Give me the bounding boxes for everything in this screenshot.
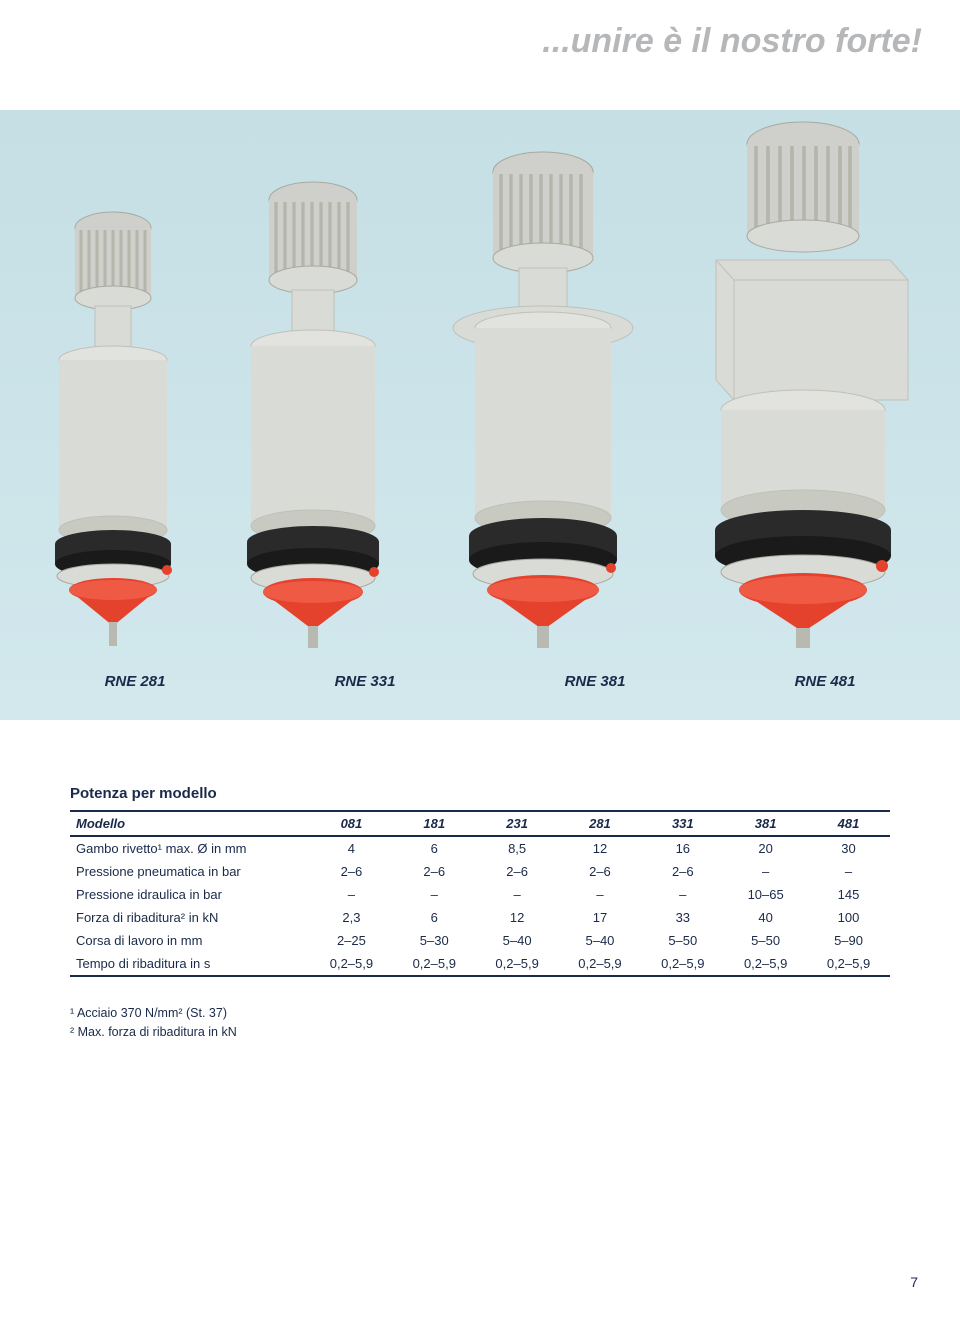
table-cell: 5–50	[641, 929, 724, 952]
product-rne281	[33, 210, 193, 650]
table-cell: 8,5	[476, 836, 559, 860]
table-cell: 5–50	[724, 929, 807, 952]
tagline: ...unire è il nostro forte!	[542, 22, 922, 61]
table-cell: 0,2–5,9	[310, 952, 393, 976]
table-cell: 2–6	[393, 860, 476, 883]
spec-table: Modello 081 181 231 281 331 381 481 Gamb…	[70, 810, 890, 977]
table-cell: 2–6	[559, 860, 642, 883]
product-labels: RNE 281 RNE 331 RNE 381 RNE 481	[0, 673, 960, 690]
table-cell: –	[559, 883, 642, 906]
table-row: Corsa di lavoro in mm2–255–305–405–405–5…	[70, 929, 890, 952]
table-cell: –	[310, 883, 393, 906]
header-cell: 231	[476, 811, 559, 836]
table-cell: 5–90	[807, 929, 890, 952]
header-cell: Modello	[70, 811, 310, 836]
table-cell: 5–40	[559, 929, 642, 952]
table-cell: 33	[641, 906, 724, 929]
table-cell: 0,2–5,9	[724, 952, 807, 976]
table-row: Pressione pneumatica in bar2–62–62–62–62…	[70, 860, 890, 883]
table-cell: 5–30	[393, 929, 476, 952]
table-cell: 6	[393, 836, 476, 860]
label-rne381: RNE 381	[495, 673, 695, 690]
table-cell: 20	[724, 836, 807, 860]
table-cell: 2,3	[310, 906, 393, 929]
footnotes: ¹ Acciaio 370 N/mm² (St. 37) ² Max. forz…	[70, 1004, 237, 1042]
table-cell: 2–25	[310, 929, 393, 952]
section-title: Potenza per modello	[70, 785, 217, 802]
table-cell: 17	[559, 906, 642, 929]
header-cell: 481	[807, 811, 890, 836]
table-cell: 40	[724, 906, 807, 929]
table-cell: 0,2–5,9	[641, 952, 724, 976]
table-cell: Corsa di lavoro in mm	[70, 929, 310, 952]
table-cell: 0,2–5,9	[559, 952, 642, 976]
table-cell: 16	[641, 836, 724, 860]
footnote-1: ¹ Acciaio 370 N/mm² (St. 37)	[70, 1004, 237, 1023]
table-cell: Gambo rivetto¹ max. Ø in mm	[70, 836, 310, 860]
table-cell: 12	[476, 906, 559, 929]
header-cell: 281	[559, 811, 642, 836]
product-rne481	[678, 120, 928, 650]
table-cell: Forza di ribaditura² in kN	[70, 906, 310, 929]
table-row: Pressione idraulica in bar–––––10–65145	[70, 883, 890, 906]
table-cell: Pressione pneumatica in bar	[70, 860, 310, 883]
table-cell: 0,2–5,9	[807, 952, 890, 976]
table-cell: 2–6	[476, 860, 559, 883]
table-cell: –	[724, 860, 807, 883]
table-cell: 5–40	[476, 929, 559, 952]
label-rne281: RNE 281	[35, 673, 235, 690]
table-cell: 10–65	[724, 883, 807, 906]
table-cell: 100	[807, 906, 890, 929]
table-cell: Pressione idraulica in bar	[70, 883, 310, 906]
table-cell: 30	[807, 836, 890, 860]
table-cell: –	[393, 883, 476, 906]
table-cell: Tempo di ribaditura in s	[70, 952, 310, 976]
table-cell: 2–6	[641, 860, 724, 883]
table-row: Tempo di ribaditura in s0,2–5,90,2–5,90,…	[70, 952, 890, 976]
product-rne381	[433, 150, 653, 650]
header-cell: 081	[310, 811, 393, 836]
table-cell: 0,2–5,9	[393, 952, 476, 976]
table-cell: 0,2–5,9	[476, 952, 559, 976]
header-cell: 181	[393, 811, 476, 836]
table-cell: –	[807, 860, 890, 883]
table-row: Forza di ribaditura² in kN2,361217334010…	[70, 906, 890, 929]
header-cell: 331	[641, 811, 724, 836]
table-cell: 12	[559, 836, 642, 860]
table-cell: –	[641, 883, 724, 906]
table-cell: 2–6	[310, 860, 393, 883]
label-rne481: RNE 481	[725, 673, 925, 690]
table-row: Gambo rivetto¹ max. Ø in mm468,512162030	[70, 836, 890, 860]
table-cell: –	[476, 883, 559, 906]
table-cell: 6	[393, 906, 476, 929]
header-cell: 381	[724, 811, 807, 836]
label-rne331: RNE 331	[265, 673, 465, 690]
product-rne331	[218, 180, 408, 650]
product-row	[0, 110, 960, 720]
table-cell: 4	[310, 836, 393, 860]
hero-banner: RNE 281 RNE 331 RNE 381 RNE 481	[0, 110, 960, 720]
page-number: 7	[910, 1274, 918, 1290]
table-header-row: Modello 081 181 231 281 331 381 481	[70, 811, 890, 836]
footnote-2: ² Max. forza di ribaditura in kN	[70, 1023, 237, 1042]
table-cell: 145	[807, 883, 890, 906]
